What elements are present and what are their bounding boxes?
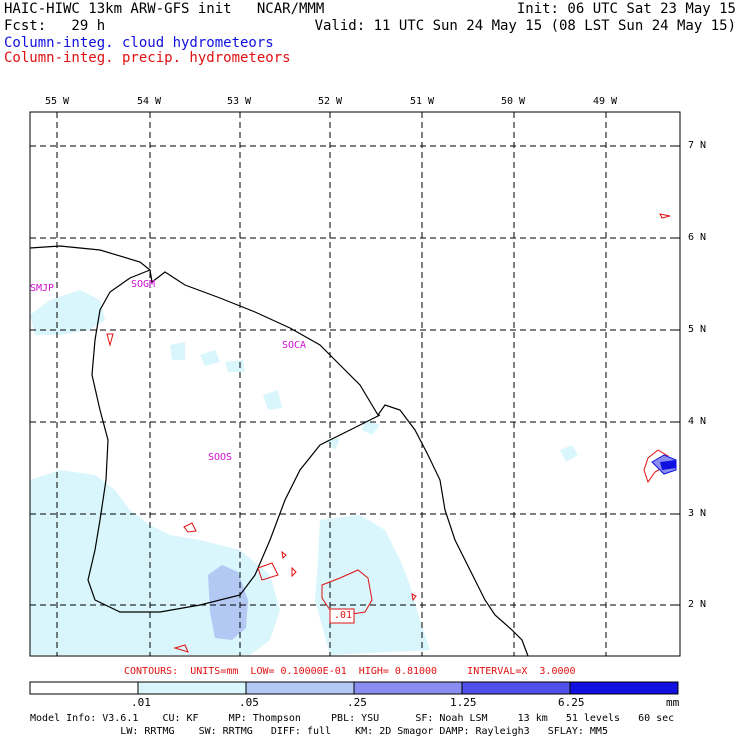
lon-label: 55 W (45, 96, 70, 107)
cloud-shading-medium (208, 565, 248, 640)
colorbar-label: 6.25 (558, 696, 585, 709)
station-label: SOOS (208, 452, 233, 463)
lat-label: 2 N (688, 599, 707, 610)
valid-time: Valid: 11 UTC Sun 24 May 15 (08 LST Sun … (314, 18, 736, 34)
colorbar-label: .05 (239, 696, 259, 709)
station-label: SOCA (282, 340, 307, 351)
colorbar-bin-5 (461, 681, 571, 695)
lat-label: 6 N (688, 232, 707, 243)
field-label-cloud: Column-integ. cloud hydrometeors (4, 35, 274, 51)
station-label: SOGM (131, 279, 156, 290)
init-time: Init: 06 UTC Sat 23 May 15 (516, 1, 736, 17)
map-frame (29, 111, 681, 657)
colorbar-bin-6 (569, 681, 679, 695)
lon-label: 50 W (501, 96, 526, 107)
colorbar-label: .01 (131, 696, 151, 709)
colorbar-label: 1.25 (450, 696, 477, 709)
lon-label: 54 W (137, 96, 162, 107)
lat-label: 4 N (688, 416, 707, 427)
forecast-hour: Fcst: 29 h (4, 18, 106, 34)
grid-lines (30, 112, 680, 656)
model-info-line1: Model Info: V3.6.1 CU: KF MP: Thompson P… (30, 713, 675, 724)
lat-label: 3 N (688, 508, 707, 519)
field-label-precip: Column-integ. precip. hydrometeors (4, 50, 291, 66)
contour-label-box (329, 608, 355, 624)
colorbar-label: .25 (347, 696, 367, 709)
station-label: SMJP (30, 283, 55, 294)
lat-label: 5 N (688, 324, 707, 335)
lat-label: 7 N (688, 140, 707, 151)
map-title: HAIC-HIWC 13km ARW-GFS init NCAR/MMM (4, 1, 325, 17)
colorbar (29, 681, 679, 695)
lon-label: 53 W (227, 96, 252, 107)
coastline-borders (29, 245, 529, 657)
lon-label: 49 W (593, 96, 618, 107)
lon-label: 52 W (318, 96, 343, 107)
colorbar-units: mm (666, 696, 680, 709)
colorbar-bin-4 (353, 681, 463, 695)
colorbar-bin-1 (29, 681, 139, 695)
lat-ticks (675, 145, 680, 606)
lon-label: 51 W (410, 96, 435, 107)
model-info-line2: LW: RRTMG SW: RRTMG DIFF: full KM: 2D Sm… (30, 726, 608, 737)
precip-core-intense (660, 460, 676, 470)
contour-label: .01 (334, 610, 353, 621)
colorbar-bin-2 (137, 681, 247, 695)
colorbar-bin-3 (245, 681, 355, 695)
contour-info: CONTOURS: UNITS=mm LOW= 0.10000E-01 HIGH… (124, 666, 576, 677)
